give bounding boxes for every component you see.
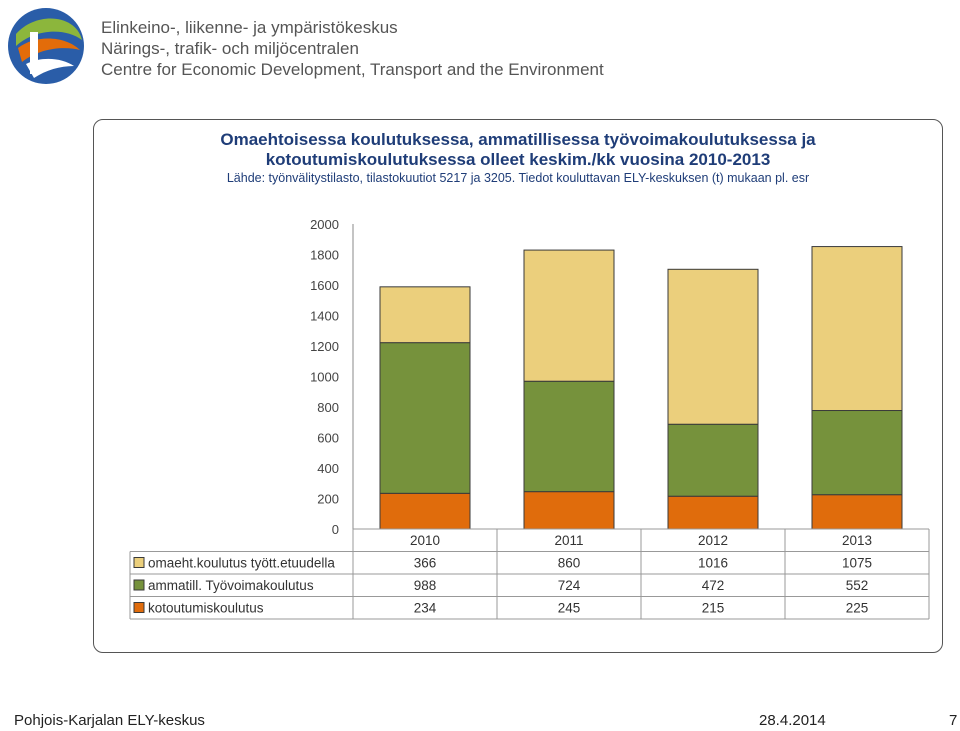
table-cell-value: 552	[846, 578, 869, 593]
chart-panel: Omaehtoisessa koulutuksessa, ammatillise…	[93, 119, 943, 653]
y-tick-label: 1200	[310, 339, 339, 354]
x-category-label: 2010	[410, 533, 440, 548]
bar-segment	[667, 268, 759, 425]
org-name-en: Centre for Economic Development, Transpo…	[101, 60, 604, 79]
footer-page-number: 7	[949, 712, 958, 729]
y-tick-label: 2000	[310, 217, 339, 232]
chart-subtitle: Lähde: työnvälitystilasto, tilastokuutio…	[226, 171, 810, 185]
legend-swatch	[133, 602, 145, 613]
bar-segment	[523, 249, 615, 382]
page-header: Elinkeino-, liikenne- ja ympäristökeskus…	[0, 0, 960, 95]
x-category-label: 2012	[698, 533, 728, 548]
y-tick-label: 400	[317, 461, 339, 476]
y-tick-label: 1800	[310, 248, 339, 263]
footer-date: 28.4.2014	[759, 712, 826, 729]
table-cell-value: 1075	[842, 556, 872, 571]
footer-organization: Pohjois-Karjalan ELY-keskus	[14, 712, 205, 729]
bar-segment	[523, 380, 615, 493]
bar-segment	[811, 494, 903, 530]
legend-series-label: omaeht.koulutus tyött.etuudella	[148, 556, 335, 571]
bar-segment	[379, 492, 471, 530]
table-cell-value: 1016	[698, 556, 728, 571]
ely-logo-icon	[8, 8, 84, 84]
table-cell-value: 988	[414, 578, 437, 593]
table-cell-value: 724	[558, 578, 581, 593]
bar-segment	[667, 495, 759, 530]
table-cell-value: 225	[846, 601, 869, 616]
y-tick-label: 1000	[310, 370, 339, 385]
y-tick-label: 200	[317, 492, 339, 507]
bar-segment	[811, 410, 903, 496]
x-category-label: 2011	[554, 533, 583, 548]
chart-title-line-2: kotoutumiskoulutuksessa olleet keskim./k…	[265, 150, 771, 169]
y-tick-label: 800	[317, 400, 339, 415]
table-cell-value: 860	[558, 556, 581, 571]
x-category-label: 2013	[842, 533, 872, 548]
bar-segment	[667, 423, 759, 497]
legend-swatch	[133, 557, 145, 568]
bar-segment	[811, 246, 903, 412]
chart-title-line-1: Omaehtoisessa koulutuksessa, ammatillise…	[220, 130, 816, 149]
table-cell-value: 366	[414, 556, 437, 571]
bar-segment	[379, 286, 471, 344]
stacked-bar-chart: 0 200 400 600 800 1000 1200 1400 1600 1800 2000 201…	[129, 217, 930, 620]
legend-series-label: kotoutumiskoulutus	[148, 601, 264, 616]
y-tick-label: 1400	[310, 309, 339, 324]
legend-series-label: ammatill. Työvoimakoulutus	[148, 578, 314, 593]
bar-segment	[379, 342, 471, 494]
table-cell-value: 234	[414, 601, 437, 616]
table-cell-value: 215	[702, 601, 725, 616]
org-name-fi: Elinkeino-, liikenne- ja ympäristökeskus	[101, 18, 398, 37]
y-tick-label: 600	[317, 431, 339, 446]
legend-swatch	[133, 579, 145, 591]
y-tick-label: 0	[332, 522, 339, 537]
table-cell-value: 472	[702, 578, 725, 593]
y-tick-label: 1600	[310, 278, 339, 293]
bar-segment	[523, 491, 615, 530]
table-cell-value: 245	[558, 601, 581, 616]
org-name-sv: Närings-, trafik- och miljöcentralen	[101, 39, 359, 58]
